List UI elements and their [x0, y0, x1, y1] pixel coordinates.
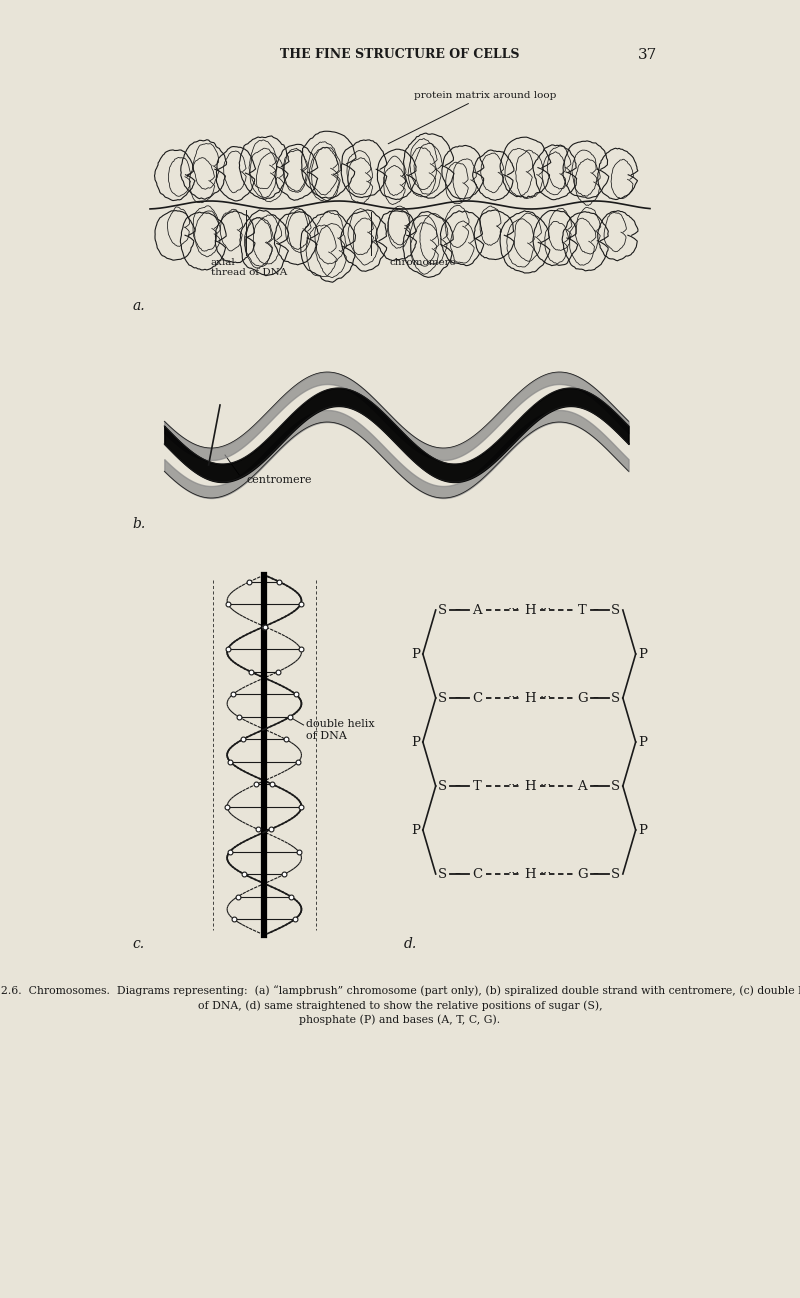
Text: ···: ···: [539, 604, 552, 617]
Text: ···: ···: [539, 780, 552, 793]
Text: ···: ···: [539, 867, 552, 880]
Text: chromomere: chromomere: [390, 258, 456, 267]
Text: d.: d.: [403, 937, 417, 951]
Text: P: P: [411, 736, 420, 749]
Text: THE FINE STRUCTURE OF CELLS: THE FINE STRUCTURE OF CELLS: [280, 48, 520, 61]
Text: P: P: [411, 823, 420, 836]
Text: C: C: [472, 867, 482, 880]
Text: S: S: [438, 780, 447, 793]
Text: S: S: [611, 692, 620, 705]
Text: Fig. 2.6.  Chromosomes.  Diagrams representing:  (a) “lampbrush” chromosome (par: Fig. 2.6. Chromosomes. Diagrams represen…: [0, 985, 800, 1025]
Text: A: A: [472, 604, 482, 617]
Text: A: A: [578, 780, 587, 793]
Text: S: S: [438, 604, 447, 617]
Text: –: –: [454, 604, 460, 617]
Text: protein matrix around loop: protein matrix around loop: [388, 91, 557, 144]
Text: 37: 37: [638, 48, 657, 62]
Text: S: S: [438, 867, 447, 880]
Text: P: P: [638, 823, 647, 836]
Text: T: T: [473, 780, 482, 793]
Text: P: P: [638, 736, 647, 749]
Text: double helix
of DNA: double helix of DNA: [306, 719, 374, 741]
Text: ···: ···: [508, 867, 521, 880]
Text: –: –: [454, 780, 460, 793]
Text: centromere: centromere: [246, 475, 312, 485]
Text: –: –: [592, 604, 598, 617]
Text: –: –: [592, 692, 598, 705]
Text: G: G: [577, 692, 587, 705]
Text: G: G: [577, 867, 587, 880]
Text: b.: b.: [132, 517, 146, 531]
Text: axial
thread of DNA: axial thread of DNA: [210, 258, 287, 278]
Text: –: –: [592, 867, 598, 880]
Text: T: T: [578, 604, 586, 617]
Text: P: P: [638, 648, 647, 661]
Text: H: H: [524, 780, 536, 793]
Text: ···: ···: [539, 692, 552, 705]
Text: H: H: [524, 867, 536, 880]
Text: –: –: [454, 867, 460, 880]
Text: ···: ···: [508, 604, 521, 617]
Text: S: S: [611, 604, 620, 617]
Text: P: P: [411, 648, 420, 661]
Text: ···: ···: [508, 780, 521, 793]
Text: S: S: [438, 692, 447, 705]
Text: S: S: [611, 867, 620, 880]
Text: a.: a.: [132, 299, 145, 313]
Text: ···: ···: [508, 692, 521, 705]
Text: c.: c.: [132, 937, 144, 951]
Text: C: C: [472, 692, 482, 705]
Text: H: H: [524, 692, 536, 705]
Text: S: S: [611, 780, 620, 793]
Text: –: –: [454, 692, 460, 705]
Text: –: –: [592, 780, 598, 793]
Text: H: H: [524, 604, 536, 617]
